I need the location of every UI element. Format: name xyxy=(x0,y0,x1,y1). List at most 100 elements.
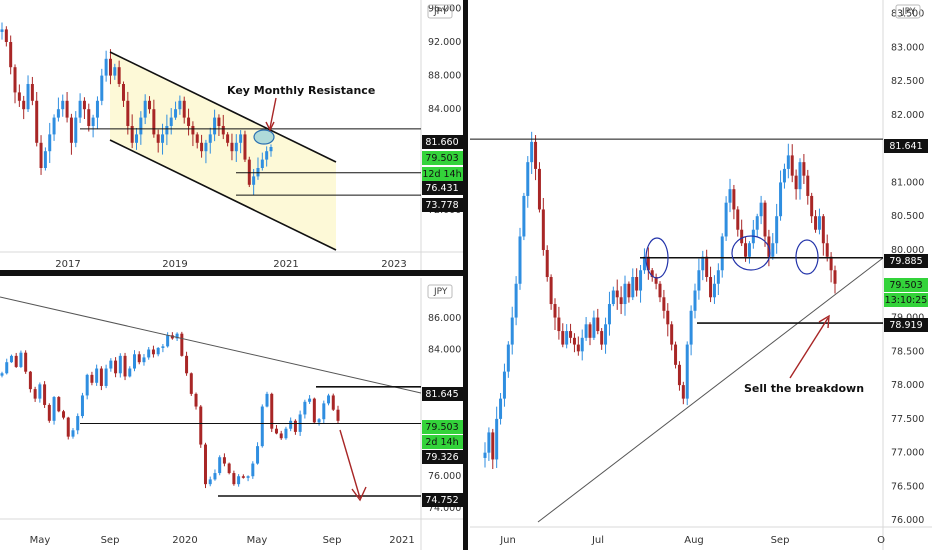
weekly-price-label-bg xyxy=(422,435,463,449)
daily-y-tick: 83.000 xyxy=(891,42,924,53)
daily-candle-body xyxy=(782,168,786,183)
monthly-candle-body xyxy=(143,100,147,118)
weekly-candle-body xyxy=(62,411,66,418)
weekly-candle-body xyxy=(142,357,146,363)
monthly-price-label: 79.503 xyxy=(425,153,458,164)
monthly-candle-body xyxy=(104,58,108,76)
monthly-x-tick: 2023 xyxy=(381,259,406,270)
daily-candle-body xyxy=(627,283,631,298)
daily-candle-body xyxy=(798,162,802,190)
monthly-x-tick: 2021 xyxy=(273,259,298,270)
daily-candle-body xyxy=(712,283,716,298)
daily-candle-body xyxy=(677,364,681,386)
monthly-candle-body xyxy=(4,29,8,42)
daily-candle-body xyxy=(790,155,794,176)
monthly-candle-body xyxy=(200,142,204,152)
monthly-candle-body xyxy=(260,159,264,168)
daily-candle-body xyxy=(775,216,779,244)
weekly-candle-body xyxy=(241,476,245,478)
monthly-candle-body xyxy=(100,75,104,101)
monthly-candle-body xyxy=(30,84,34,101)
daily-candle-body xyxy=(526,162,530,196)
daily-candle-body xyxy=(705,256,709,278)
monthly-candle-body xyxy=(187,117,191,126)
weekly-candle-body xyxy=(170,335,174,339)
weekly-candle-body xyxy=(99,368,103,386)
weekly-candle-body xyxy=(104,368,108,386)
weekly-candle-body xyxy=(185,355,189,374)
monthly-price-label-bg xyxy=(422,135,463,149)
daily-price-label-bg xyxy=(884,278,928,292)
daily-candle-body xyxy=(814,216,818,230)
monthly-annotation: Key Monthly Resistance xyxy=(227,84,375,97)
daily-candle-body xyxy=(701,256,705,271)
monthly-candle-body xyxy=(91,117,95,126)
monthly-candle-body xyxy=(52,117,56,135)
daily-candle-body xyxy=(569,331,573,338)
weekly-candle-body xyxy=(118,355,122,374)
weekly-candle-body xyxy=(66,417,70,437)
daily-candle-body xyxy=(545,249,549,278)
daily-y-tick: 80.000 xyxy=(891,245,924,256)
monthly-price-label-bg xyxy=(422,167,463,181)
weekly-candle-body xyxy=(47,404,51,421)
monthly-candle-body xyxy=(78,100,82,118)
daily-annotation-arrowhead xyxy=(818,314,830,329)
weekly-candle-body xyxy=(213,473,217,480)
monthly-annotation-arrow xyxy=(269,97,277,129)
daily-candle-body xyxy=(697,270,701,291)
daily-candle-body xyxy=(810,195,814,217)
monthly-candle-body xyxy=(43,151,47,168)
monthly-candle-body xyxy=(148,100,152,110)
daily-candle-body xyxy=(596,317,600,332)
weekly-x-tick: 2021 xyxy=(389,535,414,546)
daily-candle-body xyxy=(619,297,623,305)
monthly-price-label-bg xyxy=(422,151,463,165)
daily-y-tick: 82.000 xyxy=(891,110,924,121)
monthly-currency-frame xyxy=(427,4,453,19)
daily-y-tick: 77.500 xyxy=(891,414,924,425)
weekly-candle-body xyxy=(137,354,141,363)
weekly-price-label: 74.752 xyxy=(425,495,458,506)
channel-fill xyxy=(110,52,336,250)
monthly-candle-body xyxy=(82,100,86,110)
weekly-price-label: 81.645 xyxy=(425,389,458,400)
daily-candle-body xyxy=(553,304,557,318)
daily-y-tick: 76.500 xyxy=(891,481,924,492)
monthly-candle-body xyxy=(126,100,130,126)
daily-price-label-bg xyxy=(884,293,928,307)
weekly-y-tick: 74.000 xyxy=(428,503,461,514)
weekly-candle-body xyxy=(222,457,226,464)
weekly-candle-body xyxy=(246,476,250,478)
weekly-candle-body xyxy=(274,428,278,434)
weekly-candle-body xyxy=(151,349,155,355)
weekly-candle-body xyxy=(28,371,32,390)
weekly-candle-body xyxy=(327,395,331,404)
daily-candle-body xyxy=(639,270,643,291)
weekly-candle-body xyxy=(175,333,179,339)
daily-candle-body xyxy=(607,304,611,325)
daily-y-tick: 77.000 xyxy=(891,448,924,459)
weekly-candle-body xyxy=(189,373,193,394)
resistance-highlight-circle xyxy=(253,129,275,145)
daily-candle-body xyxy=(588,324,592,338)
monthly-y-tick: 84.000 xyxy=(428,104,461,115)
daily-candle-body xyxy=(685,344,689,399)
monthly-candle-body xyxy=(252,176,256,185)
weekly-down-arrowhead xyxy=(351,486,367,502)
daily-candle-body xyxy=(763,202,767,237)
monthly-price-label-bg xyxy=(422,198,463,212)
daily-candle-body xyxy=(584,324,588,338)
monthly-currency-badge: JPY xyxy=(433,7,448,17)
monthly-candle-body xyxy=(221,126,225,135)
daily-candle-body xyxy=(491,432,495,460)
daily-price-label-bg xyxy=(884,318,928,332)
weekly-candle-body xyxy=(218,457,222,474)
weekly-candle-body xyxy=(76,416,80,431)
weekly-candle-body xyxy=(293,420,297,432)
weekly-candle-body xyxy=(180,333,184,356)
daily-price-label: 79.503 xyxy=(889,280,922,291)
weekly-candle-body xyxy=(19,352,23,367)
weekly-candle-body xyxy=(147,349,151,358)
daily-candle-body xyxy=(709,277,713,298)
